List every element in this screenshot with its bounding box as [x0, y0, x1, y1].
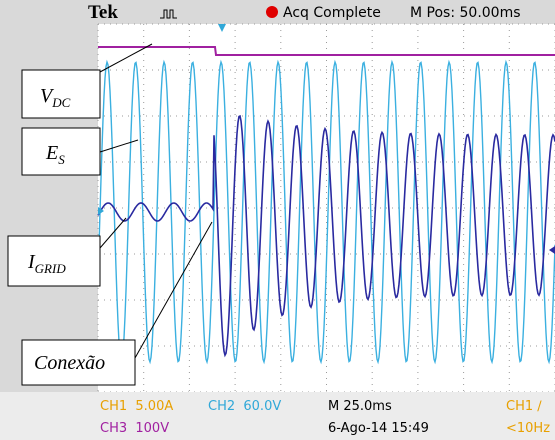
date: 6-Ago-14 15:49 [328, 421, 429, 436]
label-text: E [45, 142, 58, 164]
ch3-scale: CH3 100V [100, 421, 169, 436]
frequency: <10Hz [506, 421, 550, 436]
brand: Tek [88, 2, 118, 23]
status: Acq Complete [283, 5, 381, 21]
label: Conexão [34, 352, 105, 374]
label-sub: S [58, 152, 65, 167]
label-sub: DC [51, 95, 70, 110]
ch1-scale: CH1 5.00A [100, 399, 173, 414]
timebase: M 25.0ms [328, 399, 392, 414]
status-dot [266, 6, 278, 18]
ch2-scale: CH2 60.0V [208, 399, 281, 414]
label-sub: GRID [35, 261, 67, 276]
label-box [22, 70, 100, 118]
trigger: CH1 ∕ [506, 399, 542, 414]
position: M Pos: 50.00ms [410, 5, 521, 21]
oscilloscope-screenshot: Tek Acq Complete M Pos: 50.00ms CH1 5.00… [0, 0, 555, 440]
